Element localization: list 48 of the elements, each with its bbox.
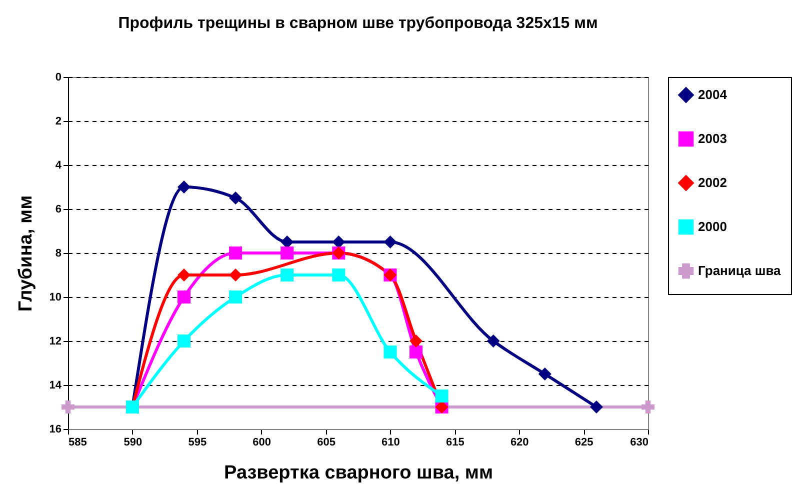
legend-label: 2000: [698, 219, 727, 234]
chart-title: Профиль трещины в сварном шве трубопровода 325x15 мм: [118, 15, 598, 32]
x-tick-label: 625: [574, 436, 594, 448]
y-axis-title: Глубина, мм: [15, 195, 36, 312]
point: [229, 191, 242, 205]
y-tick-label: 16: [49, 424, 62, 436]
legend-label: Граница шва: [698, 263, 782, 278]
point: [590, 400, 603, 414]
y-tick-label: 10: [49, 292, 62, 304]
x-tick-label: 595: [188, 436, 207, 448]
point: [486, 334, 500, 348]
y-tick-label: 12: [49, 336, 62, 348]
y-tick-label: 2: [55, 116, 62, 128]
y-tick-label: 14: [49, 380, 62, 392]
point: [177, 290, 191, 304]
x-tick-label: 585: [68, 436, 87, 448]
x-tick-label: 620: [510, 436, 529, 448]
point: [177, 180, 191, 194]
x-tick-label: 630: [630, 436, 648, 448]
x-tick-label: 590: [124, 436, 142, 448]
point: [280, 246, 294, 260]
legend-label: 2002: [698, 175, 727, 190]
point: [538, 367, 552, 381]
point: [229, 268, 242, 282]
point: [409, 345, 423, 359]
point: [641, 400, 655, 414]
point: [177, 268, 191, 282]
x-tick-label: 610: [382, 436, 400, 448]
point: [229, 290, 242, 304]
point: [384, 345, 397, 359]
x-axis-title: Развертка сварного шва, мм: [224, 462, 493, 484]
point: [384, 235, 397, 249]
x-tick-label: 600: [252, 436, 272, 448]
y-tick-label: 4: [55, 160, 62, 172]
point: [61, 400, 75, 414]
x-tick-label: 605: [317, 436, 336, 448]
legend-label: 2003: [698, 131, 727, 146]
y-tick-label: 8: [55, 248, 62, 260]
y-tick-label: 6: [55, 204, 62, 216]
point: [435, 389, 448, 403]
point: [280, 268, 294, 282]
point: [409, 334, 423, 348]
point: [177, 334, 191, 348]
y-tick-label: 0: [55, 72, 62, 84]
x-tick-label: 615: [446, 436, 464, 448]
legend-label: 2004: [698, 87, 728, 102]
point: [332, 268, 346, 282]
point: [229, 246, 242, 260]
